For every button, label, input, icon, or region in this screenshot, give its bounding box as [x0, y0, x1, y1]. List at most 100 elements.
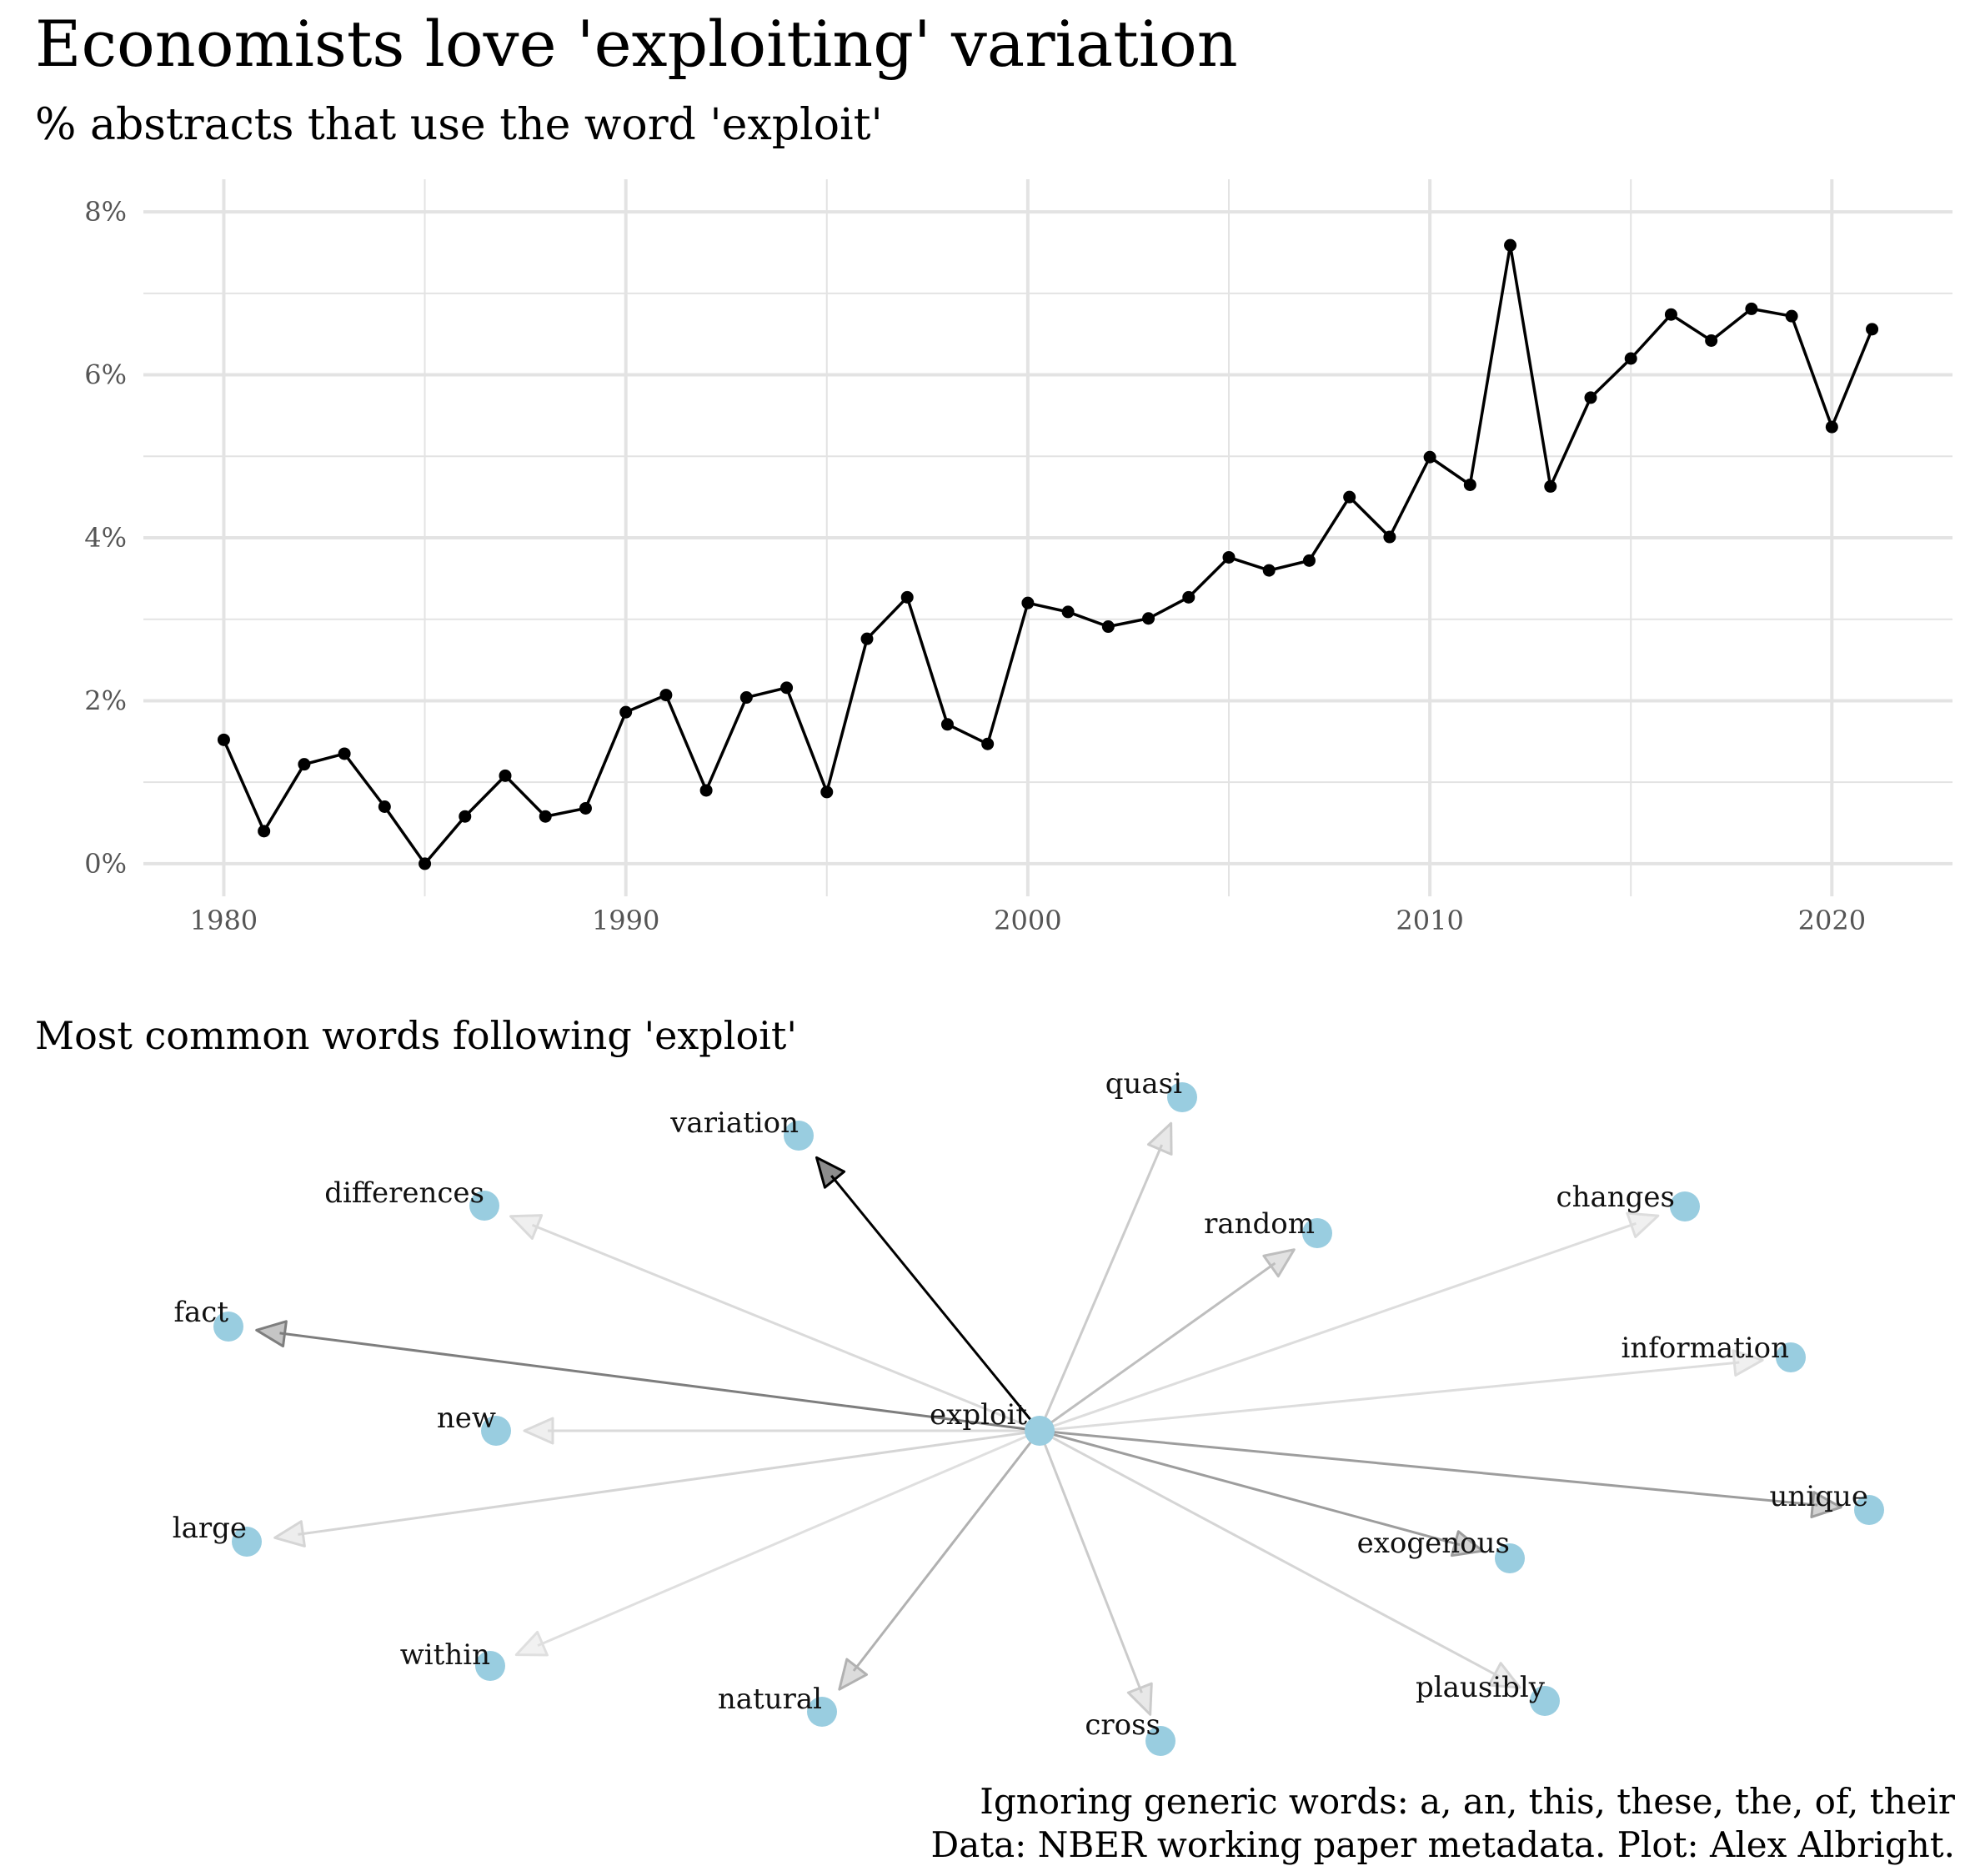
data-point	[1745, 302, 1758, 315]
node-large	[232, 1527, 262, 1557]
node-differences	[469, 1191, 499, 1221]
edge-line	[1038, 1430, 1143, 1693]
edge-line	[852, 1430, 1041, 1672]
edge-exogenous	[1039, 1429, 1484, 1557]
x-tick-label: 2020	[1798, 905, 1866, 936]
edge-arrowhead	[1487, 1662, 1521, 1689]
data-point	[539, 810, 552, 823]
node-label-variation: variation	[669, 1106, 799, 1140]
edge-line	[531, 1223, 1040, 1432]
data-point	[1182, 590, 1196, 604]
data-point	[459, 810, 472, 823]
data-point	[217, 733, 230, 746]
data-point	[1142, 612, 1155, 625]
node-cross	[1145, 1726, 1175, 1756]
node-unique	[1854, 1495, 1884, 1525]
data-point	[1825, 420, 1838, 434]
edge-arrowhead	[523, 1417, 554, 1445]
data-point	[1664, 308, 1677, 321]
node-label-exogenous: exogenous	[1357, 1527, 1510, 1560]
data-point	[1101, 620, 1115, 634]
x-tick-label: 1980	[190, 905, 258, 936]
node-label-unique: unique	[1770, 1480, 1868, 1513]
data-point	[940, 718, 954, 731]
node-fact	[213, 1312, 243, 1342]
edge-differences	[509, 1214, 1040, 1432]
node-label-differences: differences	[324, 1176, 484, 1210]
data-point	[1705, 334, 1718, 347]
x-tick-label: 2010	[1396, 905, 1463, 936]
edge-new	[523, 1417, 1040, 1445]
data-point	[1544, 479, 1557, 493]
data-point	[579, 801, 592, 815]
data-point	[900, 590, 914, 604]
node-variation	[784, 1121, 814, 1151]
data-point	[1584, 391, 1597, 404]
data-point	[1343, 490, 1356, 504]
line-chart-subtitle: % abstracts that use the word 'exploit'	[35, 100, 883, 150]
data-point	[298, 758, 311, 771]
data-point	[1463, 478, 1476, 491]
edge-variation	[815, 1156, 1041, 1432]
y-tick-label: 0%	[84, 848, 127, 880]
caption-generic-words: Ignoring generic words: a, an, this, the…	[980, 1781, 1955, 1822]
edge-line	[1039, 1361, 1740, 1432]
edge-arrowhead	[1732, 1349, 1764, 1377]
edge-random	[1039, 1248, 1296, 1432]
edge-arrowhead	[255, 1320, 288, 1348]
edge-line	[1039, 1429, 1501, 1678]
y-tick-label: 4%	[84, 522, 127, 554]
edge-line	[1039, 1221, 1637, 1432]
data-point	[1021, 596, 1035, 609]
edge-unique	[1039, 1429, 1842, 1518]
node-information	[1776, 1342, 1806, 1372]
data-point	[499, 769, 512, 782]
data-point	[1222, 550, 1236, 564]
node-label-cross: cross	[1085, 1708, 1160, 1742]
node-within	[475, 1651, 505, 1681]
node-plausibly	[1530, 1686, 1560, 1716]
y-tick-label: 2%	[84, 685, 127, 716]
y-tick-label: 6%	[84, 359, 127, 391]
edge-line	[298, 1429, 1040, 1536]
edge-line	[279, 1332, 1040, 1432]
network-graph-title: Most common words following 'exploit'	[35, 1013, 798, 1058]
edge-arrowhead	[838, 1658, 868, 1691]
edge-arrowhead	[1810, 1491, 1842, 1518]
data-point	[981, 737, 995, 750]
line-chart: 1980 1990 2000 2010 2020 0% 2% 4% 6% 8%	[84, 179, 1952, 936]
node-random	[1302, 1218, 1332, 1248]
data-point	[820, 785, 834, 799]
edge-quasi	[1038, 1121, 1173, 1432]
edge-plausibly	[1039, 1429, 1521, 1689]
node-label-new: new	[437, 1402, 496, 1435]
x-tick-label: 2000	[994, 905, 1061, 936]
data-point	[659, 689, 673, 702]
series-line	[222, 243, 1874, 865]
edge-arrowhead	[1626, 1211, 1660, 1238]
node-label-plausibly: plausibly	[1416, 1671, 1546, 1704]
x-tick-label: 1990	[592, 905, 659, 936]
node-label-fact: fact	[173, 1296, 228, 1329]
data-point	[1262, 564, 1276, 577]
node-label-changes: changes	[1556, 1181, 1675, 1214]
edge-line	[1039, 1262, 1276, 1432]
data-point	[1785, 309, 1798, 323]
edge-within	[514, 1429, 1040, 1657]
edge-arrowhead	[509, 1214, 544, 1240]
node-label-natural: natural	[718, 1683, 822, 1716]
node-quasi	[1167, 1082, 1197, 1112]
data-point	[1383, 530, 1396, 544]
data-point	[1302, 554, 1316, 567]
data-point	[619, 705, 633, 719]
data-point	[258, 825, 271, 838]
node-label-large: large	[173, 1512, 247, 1545]
data-point	[860, 632, 874, 645]
node-new	[481, 1416, 511, 1446]
edge-line	[537, 1429, 1040, 1647]
edge-line	[830, 1175, 1041, 1432]
node-label-information: information	[1622, 1332, 1790, 1365]
edge-natural	[838, 1430, 1041, 1691]
node-label-random: random	[1204, 1207, 1315, 1241]
node-natural	[807, 1697, 837, 1727]
